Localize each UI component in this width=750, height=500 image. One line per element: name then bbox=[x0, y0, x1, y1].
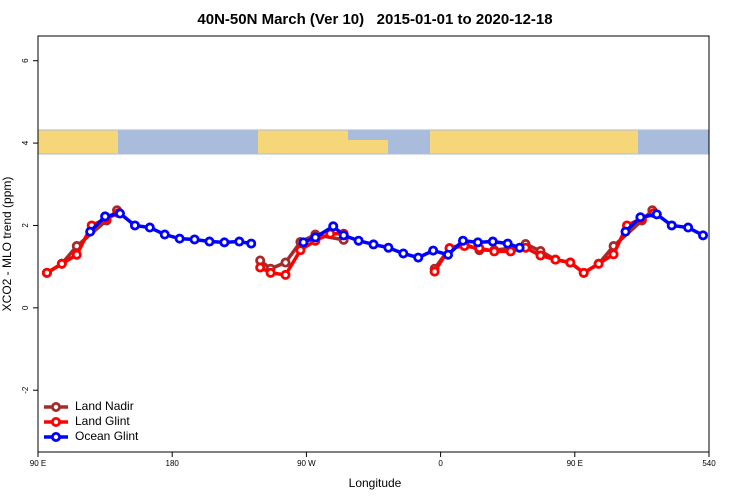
series-line bbox=[46, 208, 654, 275]
data-point bbox=[578, 267, 589, 278]
data-point bbox=[487, 236, 498, 247]
y-tick-label: 2 bbox=[21, 223, 30, 228]
data-point bbox=[635, 212, 646, 223]
data-point bbox=[457, 235, 468, 246]
data-point bbox=[353, 235, 364, 246]
x-tick-label: 180 bbox=[166, 459, 180, 468]
data-point bbox=[328, 221, 339, 232]
y-tick-label: -2 bbox=[21, 386, 30, 394]
data-point bbox=[514, 242, 525, 253]
x-tick-label: 90 E bbox=[567, 459, 583, 468]
data-point bbox=[159, 229, 170, 240]
data-point bbox=[298, 237, 309, 248]
legend-label: Land Glint bbox=[75, 414, 130, 428]
data-point bbox=[129, 220, 140, 231]
data-point bbox=[189, 234, 200, 245]
data-point bbox=[472, 237, 483, 248]
data-point bbox=[383, 242, 394, 253]
data-point bbox=[41, 267, 52, 278]
data-point bbox=[398, 248, 409, 259]
data-point bbox=[413, 252, 424, 263]
data-point bbox=[368, 239, 379, 250]
data-point bbox=[204, 236, 215, 247]
y-tick-label: 6 bbox=[21, 58, 30, 63]
y-axis-label: XCO2 - MLO trend (ppm) bbox=[0, 177, 14, 312]
legend-label: Ocean Glint bbox=[75, 429, 139, 443]
data-point bbox=[246, 238, 257, 249]
data-point bbox=[265, 267, 276, 278]
data-point bbox=[593, 258, 604, 269]
data-point bbox=[115, 208, 126, 219]
data-point bbox=[71, 249, 82, 260]
legend-marker bbox=[51, 416, 62, 427]
data-point bbox=[666, 220, 677, 231]
data-point bbox=[505, 246, 516, 257]
legend-marker bbox=[51, 431, 62, 442]
data-point bbox=[429, 266, 440, 277]
plot-frame bbox=[37, 35, 710, 453]
data-point bbox=[280, 257, 291, 268]
x-tick-label: 540 bbox=[702, 459, 716, 468]
legend-marker bbox=[51, 401, 62, 412]
data-point bbox=[502, 238, 513, 249]
data-point bbox=[698, 230, 709, 241]
data-point bbox=[280, 269, 291, 280]
legend-label: Land Nadir bbox=[75, 399, 134, 413]
data-point bbox=[144, 222, 155, 233]
data-point bbox=[550, 254, 561, 265]
data-point bbox=[255, 262, 266, 273]
data-point bbox=[443, 249, 454, 260]
data-point bbox=[56, 258, 67, 269]
data-point bbox=[683, 222, 694, 233]
data-point bbox=[295, 245, 306, 256]
data-point bbox=[608, 249, 619, 260]
x-axis-label: Longitude bbox=[349, 476, 402, 490]
data-point bbox=[428, 245, 439, 256]
x-tick-label: 90 W bbox=[297, 459, 316, 468]
data-point bbox=[234, 236, 245, 247]
data-point bbox=[219, 237, 230, 248]
data-point bbox=[100, 211, 111, 222]
x-tick-label: 90 E bbox=[30, 459, 46, 468]
data-point bbox=[85, 226, 96, 237]
data-point bbox=[174, 233, 185, 244]
x-tick-label: 0 bbox=[438, 459, 443, 468]
data-point bbox=[338, 230, 349, 241]
map-strip bbox=[37, 129, 710, 155]
data-point bbox=[535, 250, 546, 261]
data-point bbox=[489, 246, 500, 257]
data-point bbox=[651, 209, 662, 220]
y-tick-label: 0 bbox=[21, 305, 30, 310]
data-point bbox=[620, 226, 631, 237]
data-point bbox=[565, 257, 576, 268]
chart-title: 40N-50N March (Ver 10) 2015-01-01 to 202… bbox=[197, 11, 552, 28]
data-point bbox=[310, 232, 321, 243]
y-tick-label: 4 bbox=[21, 140, 30, 145]
